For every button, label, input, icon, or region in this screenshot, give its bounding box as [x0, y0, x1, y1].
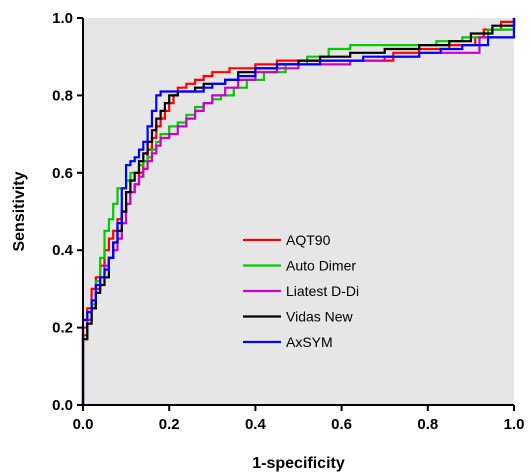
- series-line-axsym: [81, 18, 516, 405]
- legend-label: Vidas New: [286, 309, 354, 325]
- plot-background: [83, 18, 514, 405]
- x-tick-label: 0.2: [159, 416, 180, 433]
- legend: AQT90 Auto Dimer Liatest D-Di Vidas New AxSY…: [243, 232, 359, 350]
- legend-label: Liatest D-Di: [286, 283, 359, 299]
- legend-label: Auto Dimer: [286, 258, 356, 274]
- y-tick-label: 0.0: [52, 397, 73, 414]
- x-tick-label: 0.4: [245, 416, 267, 433]
- x-tick-label: 0.8: [417, 416, 438, 433]
- x-tick-label: 0.6: [331, 416, 352, 433]
- y-tick-label: 1.0: [52, 10, 73, 27]
- y-tick-label: 0.6: [52, 165, 73, 182]
- y-axis-title: Sensitivity: [11, 171, 28, 251]
- axes-layer: [82, 18, 514, 406]
- y-tick-label: 0.4: [52, 242, 74, 259]
- ticks-layer: 0.0 0.2 0.4 0.6 0.8 1.0 0.0 0.2 0.4 0.6 0.8 1.0: [52, 10, 524, 433]
- y-tick-label: 0.2: [52, 320, 73, 337]
- x-tick-label: 1.0: [504, 416, 525, 433]
- y-tick-label: 0.8: [52, 87, 73, 104]
- legend-label: AxSYM: [286, 334, 333, 350]
- series-line-aqt90: [81, 18, 516, 405]
- legend-label: AQT90: [286, 232, 331, 248]
- x-axis-title: 1-specificity: [252, 455, 345, 472]
- x-tick-label: 0.0: [73, 416, 94, 433]
- series-layer: [81, 18, 516, 405]
